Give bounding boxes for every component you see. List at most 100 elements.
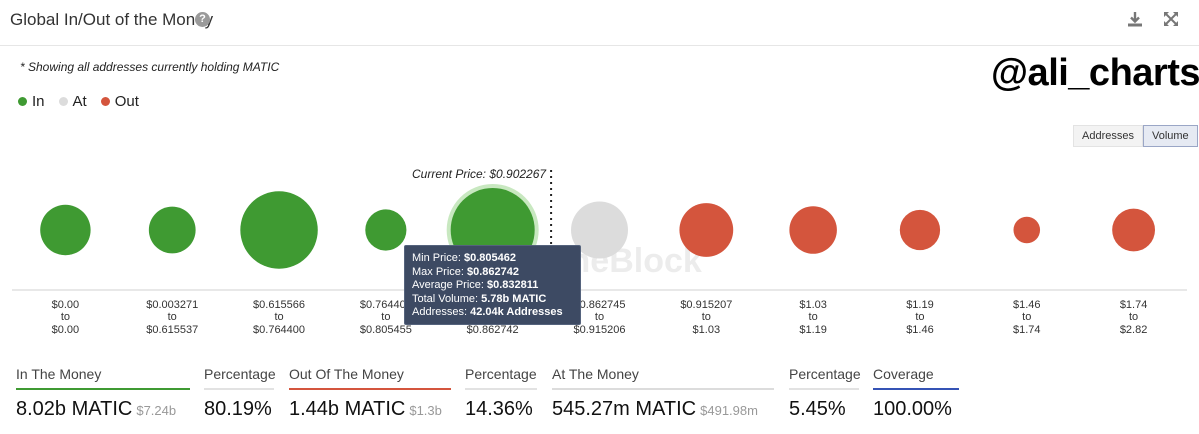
tick-from-6: $0.862745 (574, 299, 626, 311)
stat-coverage-label: Coverage (873, 366, 934, 382)
stat-in-value: 8.02b MATIC (16, 398, 133, 420)
legend-item-out[interactable]: Out (100, 93, 139, 110)
tick-to-8: $1.19 (799, 324, 827, 336)
bubble-2 (148, 206, 196, 254)
stat-out-pct-label: Percentage (465, 366, 537, 382)
stat-in-pct-bar (204, 388, 274, 390)
stat-in-pct-label: Percentage (204, 366, 276, 382)
current-price-label: Current Price: $0.902267 (412, 167, 547, 181)
tooltip-max-label: Max Price: (412, 265, 468, 278)
legend-label-in: In (32, 93, 45, 110)
tick-from-2: $0.003271 (146, 299, 198, 311)
stat-at-usd: $491.98m (700, 403, 758, 418)
stat-out-percentage: Percentage 14.36% (465, 366, 537, 421)
tick-to-11: $2.82 (1120, 324, 1148, 336)
tooltip-addresses-value: 42.04k Addresses (470, 306, 563, 318)
stat-in-pct-value: 80.19% (204, 398, 272, 420)
stat-in-label: In The Money (16, 366, 102, 382)
legend-dot-out (100, 97, 110, 106)
tooltip-min-label: Min Price: (412, 252, 464, 264)
stat-at-label: At The Money (552, 366, 639, 382)
stat-in-the-money: In The Money 8.02b MATIC $7.24b (16, 366, 190, 421)
tick-from-9: $1.19 (906, 299, 934, 311)
bubble-10 (1013, 216, 1041, 244)
tick-to-5: $0.862742 (467, 324, 519, 336)
tick-to-3: $0.764400 (253, 324, 305, 336)
stat-out-pct-bar (465, 388, 537, 390)
bubble-6 (571, 201, 628, 259)
tick-to-word-7: to (702, 311, 711, 323)
tick-from-10: $1.46 (1013, 299, 1041, 311)
page-title: Global In/Out of the Money (10, 10, 214, 29)
legend-item-at[interactable]: At (58, 93, 87, 110)
legend-label-out: Out (114, 93, 139, 110)
tick-from-4: $0.764400 (360, 299, 412, 311)
chart-header: Global In/Out of the Money ? (0, 0, 1199, 46)
stat-out-label: Out Of The Money (289, 366, 404, 382)
expand-icon[interactable] (1162, 10, 1180, 28)
tick-to-word-8: to (809, 311, 818, 323)
legend-item-in[interactable]: In (18, 93, 45, 110)
tick-to-6: $0.915206 (574, 324, 626, 336)
tooltip-volume-label: Total Volume: (412, 292, 482, 305)
tick-to-word-6: to (595, 311, 604, 323)
tick-to-word-4: to (381, 311, 390, 323)
bubble-1 (40, 204, 91, 256)
bubble-chart: theBlock$0.00to$0.00$0.003271to$0.615537… (12, 167, 1187, 336)
stat-out-value: 1.44b MATIC (289, 398, 406, 420)
legend: In At Out (18, 93, 139, 110)
bubble-9 (899, 209, 941, 251)
tooltip-volume-value: 5.78b MATIC (481, 292, 547, 305)
stat-at-pct-bar (789, 388, 859, 390)
tick-to-word-1: to (61, 311, 70, 323)
tick-to-7: $1.03 (693, 324, 721, 336)
tooltip-avg-value: $0.832811 (487, 279, 539, 291)
bubble-7 (679, 203, 734, 257)
stat-at-pct-value: 5.45% (789, 398, 846, 420)
metric-toggle: Addresses Volume (1073, 125, 1198, 147)
bubble-11 (1112, 208, 1156, 252)
tick-to-1: $0.00 (52, 324, 80, 336)
tick-from-11: $1.74 (1120, 299, 1148, 311)
holding-note: * Showing all addresses currently holdin… (20, 60, 280, 74)
stat-in-percentage: Percentage 80.19% (204, 366, 276, 421)
stat-coverage-value: 100.00% (873, 398, 952, 420)
tick-to-2: $0.615537 (146, 324, 198, 336)
stat-at-value: 545.27m MATIC (552, 398, 697, 420)
help-icon[interactable]: ? (195, 12, 210, 27)
volume-toggle-button[interactable]: Volume (1142, 125, 1198, 147)
legend-dot-in (18, 97, 27, 106)
tooltip-min-value: $0.805462 (463, 252, 516, 264)
bucket-tooltip: Min Price: $0.805462 Max Price: $0.86274… (404, 245, 581, 325)
download-icon[interactable] (1126, 10, 1144, 28)
tick-to-word-2: to (168, 311, 177, 323)
tick-to-word-10: to (1022, 311, 1031, 323)
stat-out-of-the-money: Out Of The Money 1.44b MATIC $1.3b (289, 366, 451, 421)
stat-out-usd: $1.3b (409, 403, 442, 418)
tooltip-addresses-label: Addresses: (412, 306, 471, 318)
stat-at-bar (552, 388, 774, 390)
tooltip-avg-label: Average Price: (412, 279, 488, 291)
stat-coverage: Coverage 100.00% (873, 366, 959, 421)
tick-from-8: $1.03 (799, 299, 827, 311)
tick-from-7: $0.915207 (680, 299, 732, 311)
stat-in-usd: $7.24b (136, 403, 177, 418)
stat-out-pct-value: 14.36% (465, 398, 533, 420)
stat-in-bar (16, 388, 190, 390)
bubble-8 (789, 206, 837, 254)
tick-to-word-11: to (1129, 311, 1138, 323)
tick-to-word-3: to (274, 311, 283, 323)
legend-dot-at (58, 97, 68, 106)
tick-to-10: $1.74 (1013, 324, 1041, 336)
tick-to-word-9: to (915, 311, 924, 323)
tick-from-1: $0.00 (52, 299, 80, 311)
legend-label-at: At (72, 93, 87, 110)
stat-out-bar (289, 388, 451, 390)
stat-at-the-money: At The Money 545.27m MATIC $491.98m (552, 366, 774, 421)
tooltip-max-value: $0.862742 (467, 265, 520, 278)
bubble-4 (365, 209, 407, 251)
bubble-3 (240, 191, 318, 269)
author-handle: @ali_charts (991, 52, 1199, 94)
addresses-toggle-button[interactable]: Addresses (1073, 125, 1143, 147)
tick-from-3: $0.615566 (253, 299, 305, 311)
